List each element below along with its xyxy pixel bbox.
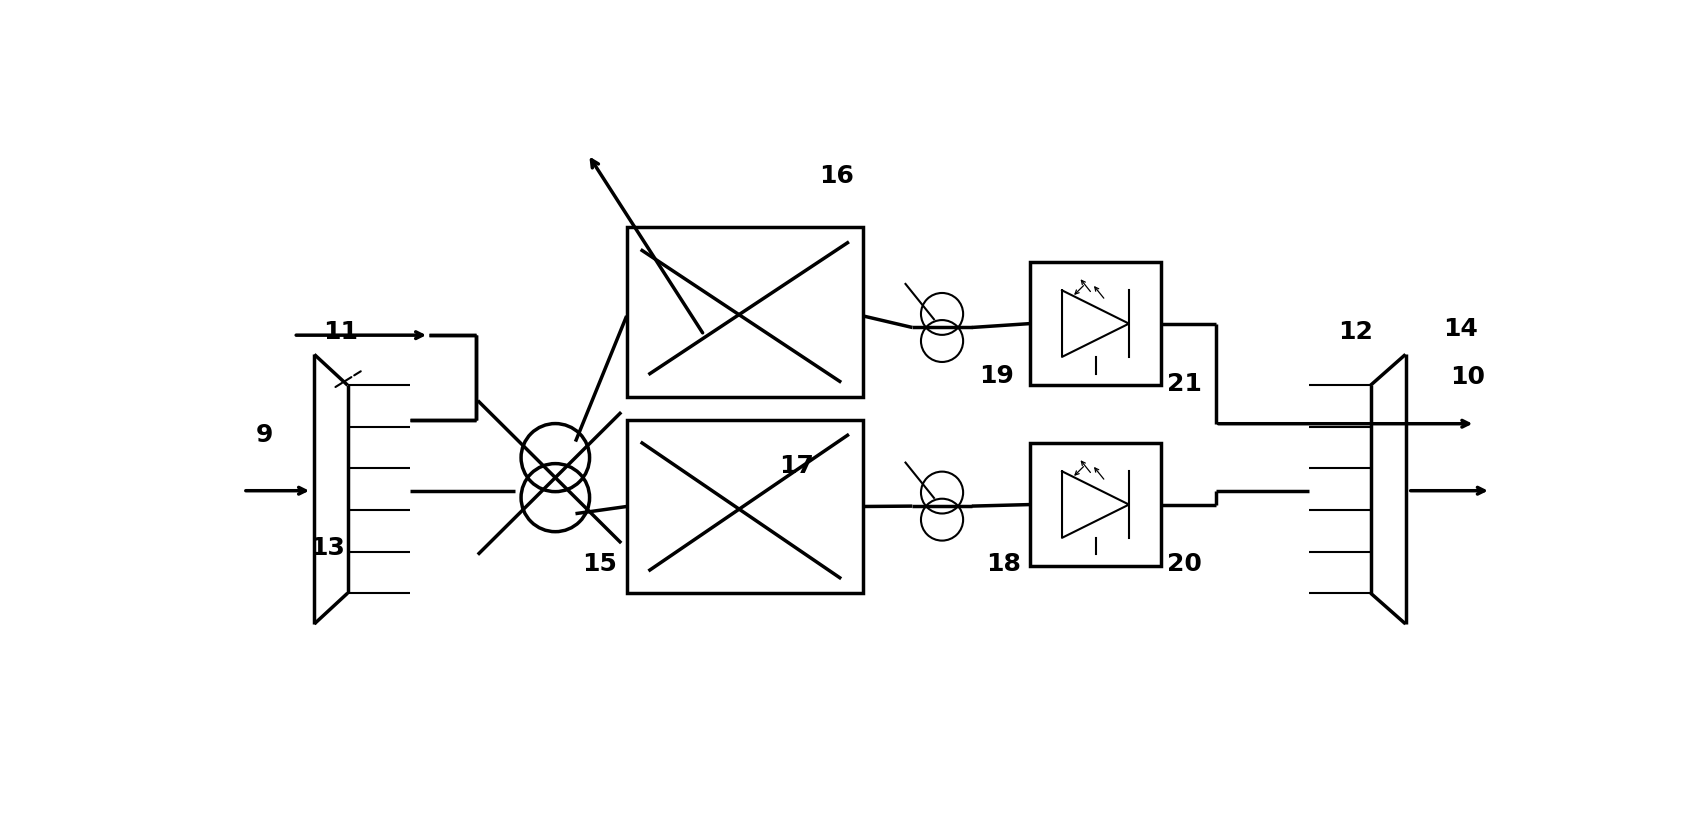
Text: 15: 15 [582, 552, 617, 576]
Text: 14: 14 [1443, 317, 1479, 341]
Text: 10: 10 [1450, 365, 1484, 389]
Text: 11: 11 [324, 320, 358, 344]
Bar [626, 227, 863, 397]
Text: 18: 18 [985, 552, 1021, 576]
Bar [1029, 443, 1162, 566]
Text: 19: 19 [979, 364, 1014, 388]
Text: 21: 21 [1167, 371, 1202, 395]
Text: 20: 20 [1167, 552, 1202, 576]
Text: 9: 9 [256, 423, 273, 447]
Text: 12: 12 [1338, 320, 1374, 344]
Text: 13: 13 [310, 536, 344, 560]
Bar [626, 420, 863, 593]
Bar [1029, 262, 1162, 385]
Text: 16: 16 [819, 165, 853, 188]
Text: 17: 17 [780, 454, 814, 478]
